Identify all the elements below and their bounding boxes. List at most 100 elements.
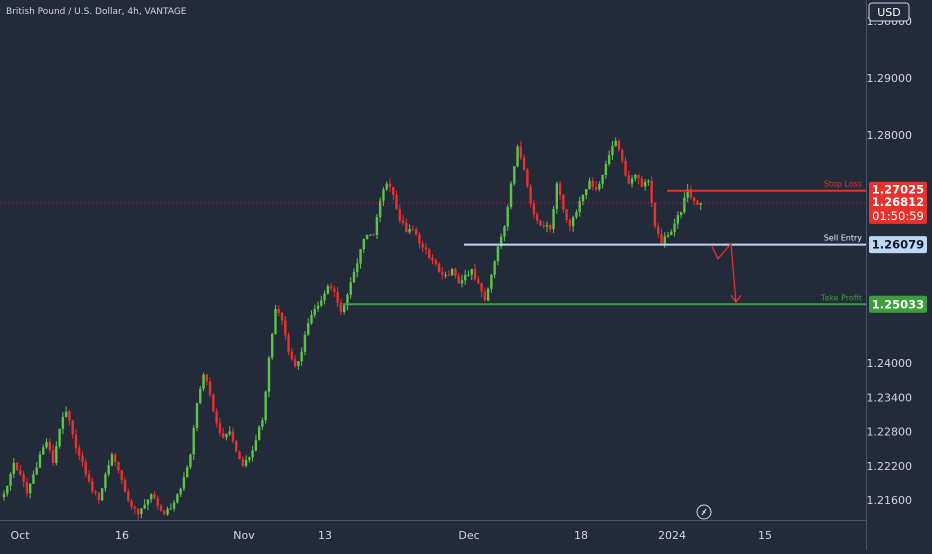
candle-body xyxy=(460,280,464,284)
candle-body xyxy=(441,271,444,275)
candle xyxy=(408,224,411,234)
candle-body xyxy=(444,274,447,276)
time-tick-label: 16 xyxy=(115,529,129,542)
candle-body xyxy=(365,234,369,240)
candle-body xyxy=(205,374,209,382)
candle-body xyxy=(176,494,179,503)
candle-body xyxy=(218,423,222,434)
candle xyxy=(653,201,657,229)
candle xyxy=(660,228,663,246)
candle xyxy=(202,372,205,392)
candle-body xyxy=(699,202,702,205)
candle-body xyxy=(87,474,91,482)
currency-badge[interactable]: USD xyxy=(868,2,910,22)
candle-body xyxy=(342,305,346,312)
candle-body xyxy=(225,434,228,438)
candle xyxy=(558,181,562,200)
candle-body xyxy=(578,201,581,213)
candle-body xyxy=(313,309,316,316)
candle-body xyxy=(490,274,493,289)
candle xyxy=(591,177,594,191)
sell-entry-price-badge-bg xyxy=(869,236,927,254)
candle xyxy=(264,390,267,424)
candle xyxy=(352,268,356,283)
candle xyxy=(231,427,235,444)
time-tick-label: Dec xyxy=(458,529,479,542)
candle-body xyxy=(499,236,503,247)
candle xyxy=(163,509,166,516)
candle xyxy=(542,221,545,229)
candle xyxy=(100,487,104,502)
candle xyxy=(271,332,274,361)
candle xyxy=(176,493,179,504)
candle-body xyxy=(535,214,539,221)
candle-body xyxy=(323,293,326,301)
candle xyxy=(64,406,68,418)
candle xyxy=(506,204,509,231)
candle-body xyxy=(542,225,545,227)
candle xyxy=(107,460,110,477)
price-tick-label: 1.24000 xyxy=(867,357,913,370)
candle-body xyxy=(571,217,575,227)
candle xyxy=(414,226,418,236)
candle xyxy=(114,452,117,467)
candle-body xyxy=(549,225,552,230)
timezone-icon[interactable] xyxy=(696,504,712,520)
candle-body xyxy=(192,427,195,455)
candle xyxy=(208,377,212,397)
candle xyxy=(614,137,617,147)
candle xyxy=(679,211,683,219)
candle-body xyxy=(562,194,565,210)
candle xyxy=(637,173,640,184)
candle xyxy=(437,262,441,273)
candle xyxy=(696,199,699,206)
candle-body xyxy=(470,269,473,275)
candle xyxy=(225,433,228,441)
candle xyxy=(643,179,647,191)
candle-body xyxy=(143,504,146,509)
candle xyxy=(238,450,241,460)
candle xyxy=(385,181,388,192)
candle-body xyxy=(123,479,127,492)
candle-body xyxy=(189,454,192,468)
candle xyxy=(421,240,424,253)
candle xyxy=(657,223,660,239)
candle xyxy=(634,173,637,182)
candle-body xyxy=(300,351,303,362)
candle xyxy=(480,282,483,298)
candle xyxy=(571,215,575,232)
candle-body xyxy=(290,351,294,360)
candle-body xyxy=(228,431,231,435)
candles-layer xyxy=(2,137,702,520)
candle-body xyxy=(689,189,693,198)
candle xyxy=(460,274,464,288)
candle-body xyxy=(146,499,150,505)
candle xyxy=(535,212,539,224)
candle-body xyxy=(676,215,680,224)
candle xyxy=(539,219,542,226)
candle-body xyxy=(326,286,330,294)
candle-body xyxy=(686,189,689,198)
take-profit-price-badge-text: 1.25033 xyxy=(872,297,924,311)
symbol-title: British Pound / U.S. Dollar, 4h, VANTAGE xyxy=(6,7,187,17)
candle xyxy=(25,477,29,497)
projection-path xyxy=(711,242,737,303)
candle xyxy=(323,290,326,305)
candle xyxy=(117,461,120,474)
candle-body xyxy=(666,234,670,237)
candle xyxy=(493,259,496,279)
candle xyxy=(248,456,251,463)
candle xyxy=(172,499,176,512)
candle xyxy=(28,483,32,499)
candle xyxy=(87,470,91,484)
candle xyxy=(218,417,222,437)
candle-body xyxy=(28,483,32,494)
candle xyxy=(2,490,6,501)
candle-body xyxy=(516,146,519,167)
candle-body xyxy=(277,309,280,313)
candle-body xyxy=(581,195,585,202)
price-axis-panel[interactable] xyxy=(867,0,932,550)
candle xyxy=(133,504,137,515)
